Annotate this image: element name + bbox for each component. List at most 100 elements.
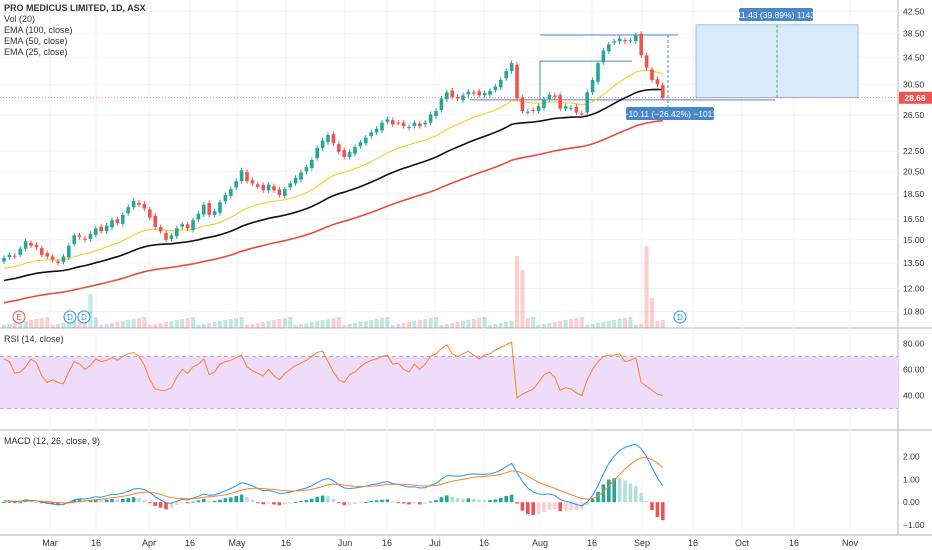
macd-histogram-bar xyxy=(34,501,39,503)
macd-histogram-bar xyxy=(245,497,249,503)
macd-histogram-bar xyxy=(634,485,638,503)
volume-bar xyxy=(558,321,563,328)
volume-bar xyxy=(644,246,649,328)
volume-bar xyxy=(504,322,509,328)
volume-bar xyxy=(23,321,28,328)
volume-bar xyxy=(180,319,185,328)
volume-bar xyxy=(201,324,206,328)
macd-histogram-bar xyxy=(266,502,271,504)
volume-bar xyxy=(563,320,568,328)
price-tick-label: 15.00 xyxy=(903,235,925,245)
time-axis-label: Jul xyxy=(429,538,441,548)
macd-histogram-bar xyxy=(18,502,22,504)
time-axis-label: 16 xyxy=(382,538,392,548)
rsi-legend: RSI (14, close) xyxy=(4,334,64,345)
event-marker-label: D xyxy=(81,313,87,322)
volume-bar xyxy=(574,318,579,328)
candle-body xyxy=(77,235,82,237)
macd-histogram-bar xyxy=(326,495,330,503)
volume-bar xyxy=(137,318,141,328)
macd-histogram-bar xyxy=(461,498,465,503)
macd-histogram-bar xyxy=(445,495,449,503)
candle-body xyxy=(175,228,179,237)
candle-body xyxy=(266,184,271,191)
volume-bar xyxy=(498,323,503,328)
volume-bar xyxy=(153,324,158,328)
candle-body xyxy=(342,150,346,157)
volume-bar xyxy=(115,322,120,328)
macd-histogram-bar xyxy=(455,498,460,503)
candle-body xyxy=(423,122,427,125)
volume-bar xyxy=(482,317,487,328)
macd-histogram-bar xyxy=(229,497,233,503)
macd-histogram-bar xyxy=(396,502,400,504)
volume-bar xyxy=(444,324,449,328)
time-axis-label: Mar xyxy=(42,538,58,548)
candle-body xyxy=(418,123,422,127)
candle-body xyxy=(218,202,222,213)
event-marker xyxy=(12,310,26,324)
macd-histogram-bar xyxy=(180,502,184,504)
candle-body xyxy=(207,202,211,215)
volume-bar xyxy=(12,323,17,328)
candle-body xyxy=(385,119,390,122)
candle-body xyxy=(380,122,384,131)
candle-body xyxy=(477,91,481,96)
candle-body xyxy=(337,144,341,152)
macd-histogram-bar xyxy=(574,502,579,510)
macd-histogram-bar xyxy=(596,491,600,503)
macd-histogram-bar xyxy=(639,493,643,503)
macd-histogram-bar xyxy=(347,502,352,505)
rsi-tick-label: 60.00 xyxy=(903,364,925,374)
volume-bar xyxy=(390,325,395,328)
macd-histogram-bar xyxy=(164,502,168,510)
volume-bar xyxy=(239,317,244,328)
volume-bar xyxy=(29,320,33,328)
macd-histogram-bar xyxy=(353,502,357,505)
macd-histogram-bar xyxy=(218,499,222,503)
candle-body xyxy=(142,203,147,209)
macd-histogram-bar xyxy=(617,478,622,503)
macd-legend: MACD (12, 26, close, 9) xyxy=(4,436,100,447)
macd-histogram-bar xyxy=(104,499,109,503)
volume-bar xyxy=(50,325,55,328)
volume-bar xyxy=(477,318,482,328)
measure-down-label: −10.11 (−26.42%) −1011 xyxy=(623,109,716,119)
candle-body xyxy=(153,215,157,227)
price-tick-label: 13.50 xyxy=(903,258,925,268)
macd-histogram-bar xyxy=(283,502,287,505)
legend-ema50: EMA (50, close) xyxy=(4,36,68,46)
ema100-line xyxy=(3,119,663,304)
candle-body xyxy=(547,94,552,100)
event-marker-label: E xyxy=(16,313,21,322)
rsi-line xyxy=(3,341,663,400)
macd-histogram-bar xyxy=(585,502,589,506)
volume-bar xyxy=(191,317,195,328)
volume-bar xyxy=(590,324,595,328)
candle-body xyxy=(526,111,530,113)
macd-histogram-bar xyxy=(488,500,492,503)
time-axis-label: Nov xyxy=(842,538,859,548)
volume-bar xyxy=(196,325,201,328)
candle-body xyxy=(585,92,589,113)
macd-histogram-bar xyxy=(558,502,562,512)
candle-body xyxy=(50,256,55,260)
volume-bar xyxy=(633,325,638,328)
candle-body xyxy=(137,202,141,205)
volume-bar xyxy=(536,325,541,328)
macd-histogram-bar xyxy=(88,499,93,503)
volume-bar xyxy=(466,320,471,328)
macd-histogram-bar xyxy=(607,479,611,503)
volume-bar xyxy=(255,323,260,328)
candle-body xyxy=(283,189,287,196)
candle-body xyxy=(612,41,616,43)
candle-body xyxy=(310,159,314,168)
volume-bar xyxy=(288,317,293,328)
candle-body xyxy=(202,204,206,215)
candle-body xyxy=(299,172,303,180)
volume-bar xyxy=(585,325,590,328)
volume-bar xyxy=(596,323,600,328)
price-tick-label: 34.50 xyxy=(903,52,925,62)
price-tick-label: 16.50 xyxy=(903,214,925,224)
